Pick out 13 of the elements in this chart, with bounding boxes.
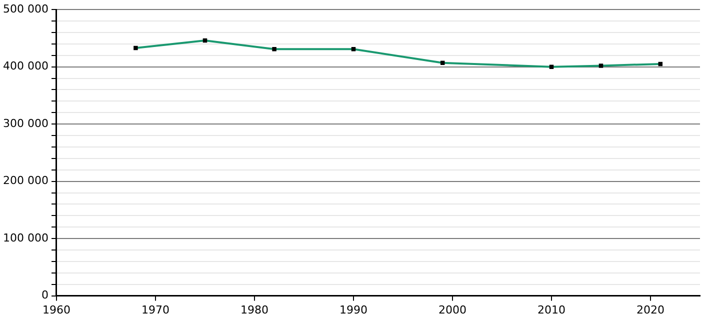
- y-tick-label: 400 000: [2, 60, 48, 73]
- y-tick-label: 200 000: [2, 174, 48, 188]
- y-tick-label: 500 000: [2, 2, 48, 16]
- x-tick-label: 2000: [438, 303, 466, 316]
- x-tick-label: 2010: [537, 303, 566, 316]
- x-tick-label: 1960: [42, 303, 70, 316]
- x-tick-label: 1990: [339, 303, 368, 316]
- y-tick-label: 300 000: [2, 116, 48, 130]
- y-tick-label: 0: [41, 288, 48, 302]
- y-tick-label: 100 000: [2, 231, 48, 244]
- x-tick-label: 2020: [636, 303, 664, 316]
- x-tick-label: 1970: [141, 303, 170, 316]
- x-tick-label: 1980: [240, 303, 268, 316]
